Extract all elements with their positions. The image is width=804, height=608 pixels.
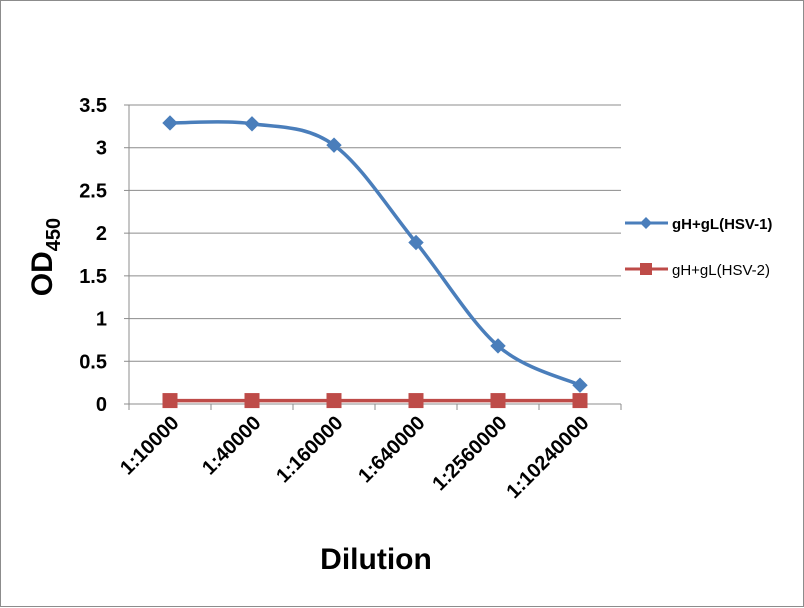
y-axis-title-main: OD	[26, 251, 59, 296]
y-axis-title-subscript: 450	[43, 218, 65, 251]
legend-label-hsv2: gH+gL(HSV-2)	[672, 262, 770, 279]
legend-marker-square	[640, 263, 652, 275]
x-tick-label: 1:10240000	[502, 412, 593, 503]
data-point-diamond	[408, 234, 424, 251]
y-tick-label: 2	[96, 223, 107, 245]
data-point-diamond	[490, 338, 506, 354]
legend-label-hsv1: gH+gL(HSV-1)	[672, 216, 772, 233]
data-point-diamond	[572, 377, 588, 393]
x-axis-title: Dilution	[320, 543, 432, 576]
data-point-square	[408, 393, 424, 409]
data-point-diamond	[162, 115, 178, 131]
x-tick-labels: 1:10000 1:40000 1:160000 1:6400001:25600001…	[116, 412, 593, 503]
series-lines	[162, 115, 588, 409]
series-1	[162, 115, 588, 393]
legend: gH+gL(HSV-1) gH+gL(HSV-2)	[625, 216, 772, 279]
y-tick-label: 1.5	[79, 266, 107, 288]
series-line	[169, 120, 581, 387]
data-point-square	[326, 393, 342, 409]
data-point-square	[162, 393, 178, 409]
x-tick-label: 1:10000	[116, 412, 183, 479]
data-point-diamond	[244, 116, 260, 132]
data-point-diamond	[326, 137, 342, 153]
y-tick-label: 0.5	[79, 351, 107, 373]
x-tick-label: 1:2560000	[428, 412, 511, 495]
y-tick-labels: 0 0.5 1 1.5 2 2.5 3 3.5	[79, 95, 107, 416]
data-point-square	[244, 393, 260, 409]
legend-marker-diamond	[640, 217, 652, 229]
y-tick-label: 0	[96, 394, 107, 416]
y-tick-label: 2.5	[79, 180, 107, 202]
gridlines	[129, 104, 621, 362]
series-2	[162, 393, 588, 409]
y-tick-label: 1	[96, 309, 107, 331]
y-axis-title: OD450	[26, 218, 65, 296]
axes	[124, 104, 622, 410]
y-tick-label: 3	[96, 138, 107, 160]
legend-item-hsv1: gH+gL(HSV-1)	[625, 216, 772, 233]
x-tick-label: 1:640000	[354, 412, 429, 487]
data-point-square	[490, 393, 506, 409]
legend-item-hsv2: gH+gL(HSV-2)	[625, 262, 770, 279]
x-tick-label: 1:40000	[198, 412, 265, 479]
data-point-square	[572, 393, 588, 409]
x-tick-label: 1:160000	[272, 412, 347, 487]
y-tick-label: 3.5	[79, 95, 107, 117]
